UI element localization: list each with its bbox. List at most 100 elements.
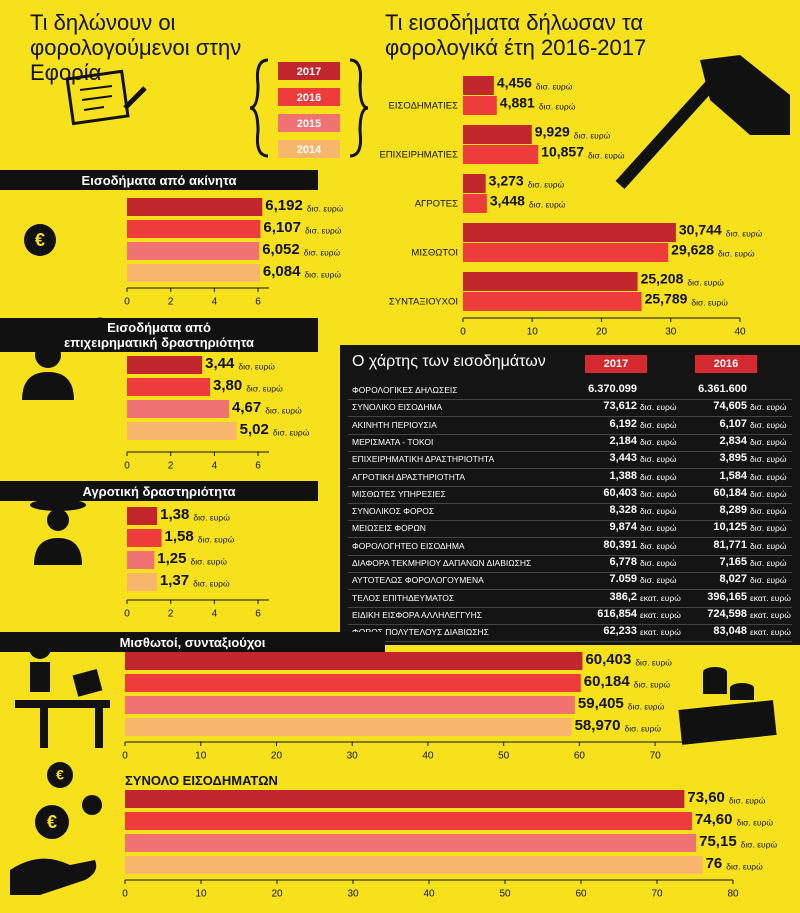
cell-unit: δισ. ευρώ [750,506,787,517]
cell-unit: δισ. ευρώ [640,540,677,551]
legend-swatch [278,114,340,132]
cell-value: 6,778 [609,556,637,568]
cell-unit: εκατ. ευρώ [640,592,681,603]
cell-unit: δισ. ευρώ [640,575,677,586]
unit-label: δισ. ευρώ [304,247,341,257]
page-title: Τι δηλώνουν οι φορολογούμενοι στην Εφορί… [30,10,242,85]
cell-value: 6.370.099 [588,383,637,395]
cell-value: 386,2 [609,590,637,603]
cell-unit: δισ. ευρώ [640,454,677,465]
x-tick-label: 4 [212,297,218,308]
bar [463,174,486,193]
row-label: ΑΓΡΟΤΙΚΗ ΔΡΑΣΤΗΡΙΟΤΗΤΑ [352,471,466,482]
bar [127,400,230,418]
bar [127,220,261,238]
x-tick-label: 6 [255,461,261,472]
bar [463,272,638,291]
cell-value: 74,605 [713,400,747,413]
cell-value: 3,443 [609,452,637,465]
x-tick-label: 20 [596,327,608,338]
cell-unit: εκατ. ευρώ [750,627,791,638]
table-row: ΑΥΤΟΤΕΛΩΣ ΦΟΡΟΛΟΓΟΥΜΕΝΑ 7.059 δισ. ευρώ 8,0… [348,572,792,591]
chart-title: Μισθωτοί, συνταξιούχοι [0,632,385,652]
cell-value: 62,233 [603,625,637,638]
value-label: 4,67 [232,399,261,416]
row-label: ΑΥΤΟΤΕΛΩΣ ΦΟΡΟΛΟΓΟΥΜΕΝΑ [352,575,484,586]
table-row: ΦΟΡΟΣ ΠΟΛΥΤΕΛΟΥΣ ΔΙΑΒΙΩΣΗΣ 62,233 εκατ. ευ… [348,624,792,643]
legend-swatch [278,140,340,158]
legend-label: 2016 [297,92,321,104]
row-label: ΔΙΑΦΟΡΑ ΤΕΚΜΗΡΙΟΥ ΔΑΠΑΝΩΝ ΔΙΑΒΙΩΣΗΣ [352,558,532,568]
bar [463,243,669,262]
bar [463,125,532,144]
value-label: 60,403 [585,651,631,668]
bar [125,856,703,874]
x-tick-label: 70 [650,751,662,762]
unit-label: δισ. ευρώ [574,130,611,140]
value-label: 29,628 [671,242,714,258]
x-tick-label: 70 [651,889,663,900]
bar [125,790,685,808]
unit-label: δισ. ευρώ [539,101,576,111]
value-label: 10,857 [541,144,584,160]
cell-unit: εκατ. ευρώ [750,592,791,603]
bar [127,551,155,569]
value-label: 3,80 [213,377,242,394]
x-tick-label: 0 [124,461,130,472]
bar [125,718,572,736]
cell-value: 73,612 [603,400,637,413]
unit-label: δισ. ευρώ [238,361,275,371]
x-tick-label: 0 [122,751,128,762]
value-label: 30,744 [679,222,722,238]
unit-label: δισ. ευρώ [536,81,573,91]
value-label: 6,084 [263,263,301,280]
cell-unit: δισ. ευρώ [750,471,787,482]
legend-label: 2017 [297,66,321,78]
bar [463,292,642,311]
unit-label: δισ. ευρώ [628,701,665,711]
bar [463,223,676,242]
x-tick-label: 10 [195,751,207,762]
unit-label: δισ. ευρώ [304,269,341,279]
category-label: ΜΙΣΘΩΤΟΙ [411,248,458,259]
value-label: 60,184 [584,673,631,690]
bar [125,834,697,852]
value-label: 25,789 [645,291,688,307]
x-tick-label: 20 [271,889,283,900]
cell-value: 6.361.600 [698,383,747,395]
svg-text:€: € [56,767,64,783]
cell-unit: δισ. ευρώ [640,523,677,534]
unit-label: δισ. ευρώ [307,203,344,213]
x-tick-label: 10 [527,327,539,338]
bar [463,194,487,213]
cell-value: 8,027 [719,573,747,586]
unit-label: δισ. ευρώ [741,839,778,849]
cell-value: 80,391 [603,538,637,551]
table-row: ΦΟΡΟΛΟΓΗΤΕΟ ΕΙΣΟΔΗΜΑ 80,391 δισ. ευρώ 81,77… [348,538,792,556]
value-label: 59,405 [578,695,624,712]
row-label: ΤΕΛΟΣ ΕΠΙΤΗΔΕΥΜΑΤΟΣ [352,592,455,603]
cell-value: 2,834 [719,434,747,447]
value-label: 3,448 [490,193,525,209]
unit-label: δισ. ευρώ [691,297,728,307]
unit-label: δισ. ευρώ [305,225,342,235]
unit-label: δισ. ευρώ [624,723,661,733]
bar [127,242,260,260]
chart-title: Εισοδήματα από ακίνητα [0,170,318,190]
category-label: ΕΙΣΟΔΗΜΑΤΙΕΣ [389,101,459,112]
category-label: ΕΠΙΧΕΙΡΗΜΑΤΙΕΣ [379,150,458,161]
cell-value: 60,403 [603,486,637,499]
x-tick-label: 60 [575,889,587,900]
chart-title: Αγροτική δραστηριότητα [0,481,318,501]
row-label: ΦΟΡΟΣ ΠΟΛΥΤΕΛΟΥΣ ΔΙΑΒΙΩΣΗΣ [352,627,489,638]
value-label: 1,25 [157,550,186,567]
category-label: ΣΥΝΤΑΞΙΟΥΧΟΙ [389,297,458,308]
value-label: 1,38 [160,506,189,523]
x-tick-label: 2 [168,461,174,472]
value-label: 4,881 [500,95,535,111]
unit-label: δισ. ευρώ [718,248,755,258]
cell-value: 6,192 [609,417,637,430]
row-label: ΦΟΡΟΛΟΓΙΚΕΣ ΔΗΛΩΣΕΙΣ [352,385,458,395]
x-tick-label: 80 [727,889,739,900]
